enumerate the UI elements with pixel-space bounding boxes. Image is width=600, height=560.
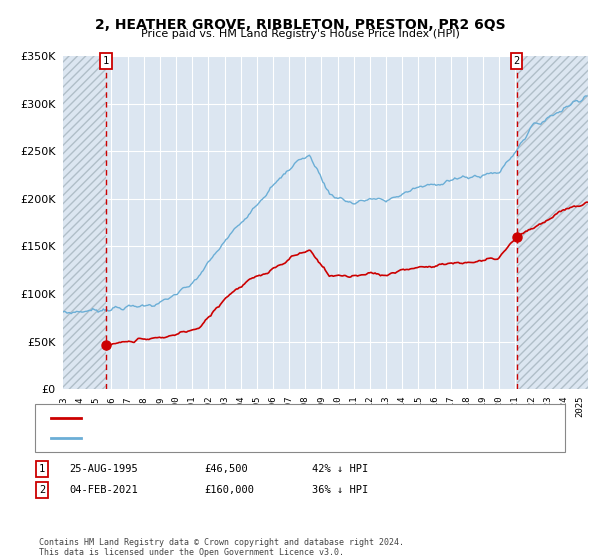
Text: 1: 1 [39, 464, 45, 474]
Bar [517, 56, 588, 389]
Text: 2: 2 [39, 485, 45, 495]
Text: 2, HEATHER GROVE, RIBBLETON, PRESTON, PR2 6QS (detached house): 2, HEATHER GROVE, RIBBLETON, PRESTON, PR… [87, 413, 451, 423]
Text: 2, HEATHER GROVE, RIBBLETON, PRESTON, PR2 6QS: 2, HEATHER GROVE, RIBBLETON, PRESTON, PR… [95, 18, 505, 32]
Text: £160,000: £160,000 [204, 485, 254, 495]
Text: HPI: Average price, detached house, Preston: HPI: Average price, detached house, Pres… [87, 433, 340, 443]
Text: 2: 2 [514, 56, 520, 66]
Text: 04-FEB-2021: 04-FEB-2021 [69, 485, 138, 495]
Text: 36% ↓ HPI: 36% ↓ HPI [312, 485, 368, 495]
Text: 25-AUG-1995: 25-AUG-1995 [69, 464, 138, 474]
Text: £46,500: £46,500 [204, 464, 248, 474]
Text: Contains HM Land Registry data © Crown copyright and database right 2024.
This d: Contains HM Land Registry data © Crown c… [39, 538, 404, 557]
Text: 1: 1 [103, 56, 109, 66]
Text: 42% ↓ HPI: 42% ↓ HPI [312, 464, 368, 474]
Text: Price paid vs. HM Land Registry's House Price Index (HPI): Price paid vs. HM Land Registry's House … [140, 29, 460, 39]
Bar [63, 56, 106, 389]
